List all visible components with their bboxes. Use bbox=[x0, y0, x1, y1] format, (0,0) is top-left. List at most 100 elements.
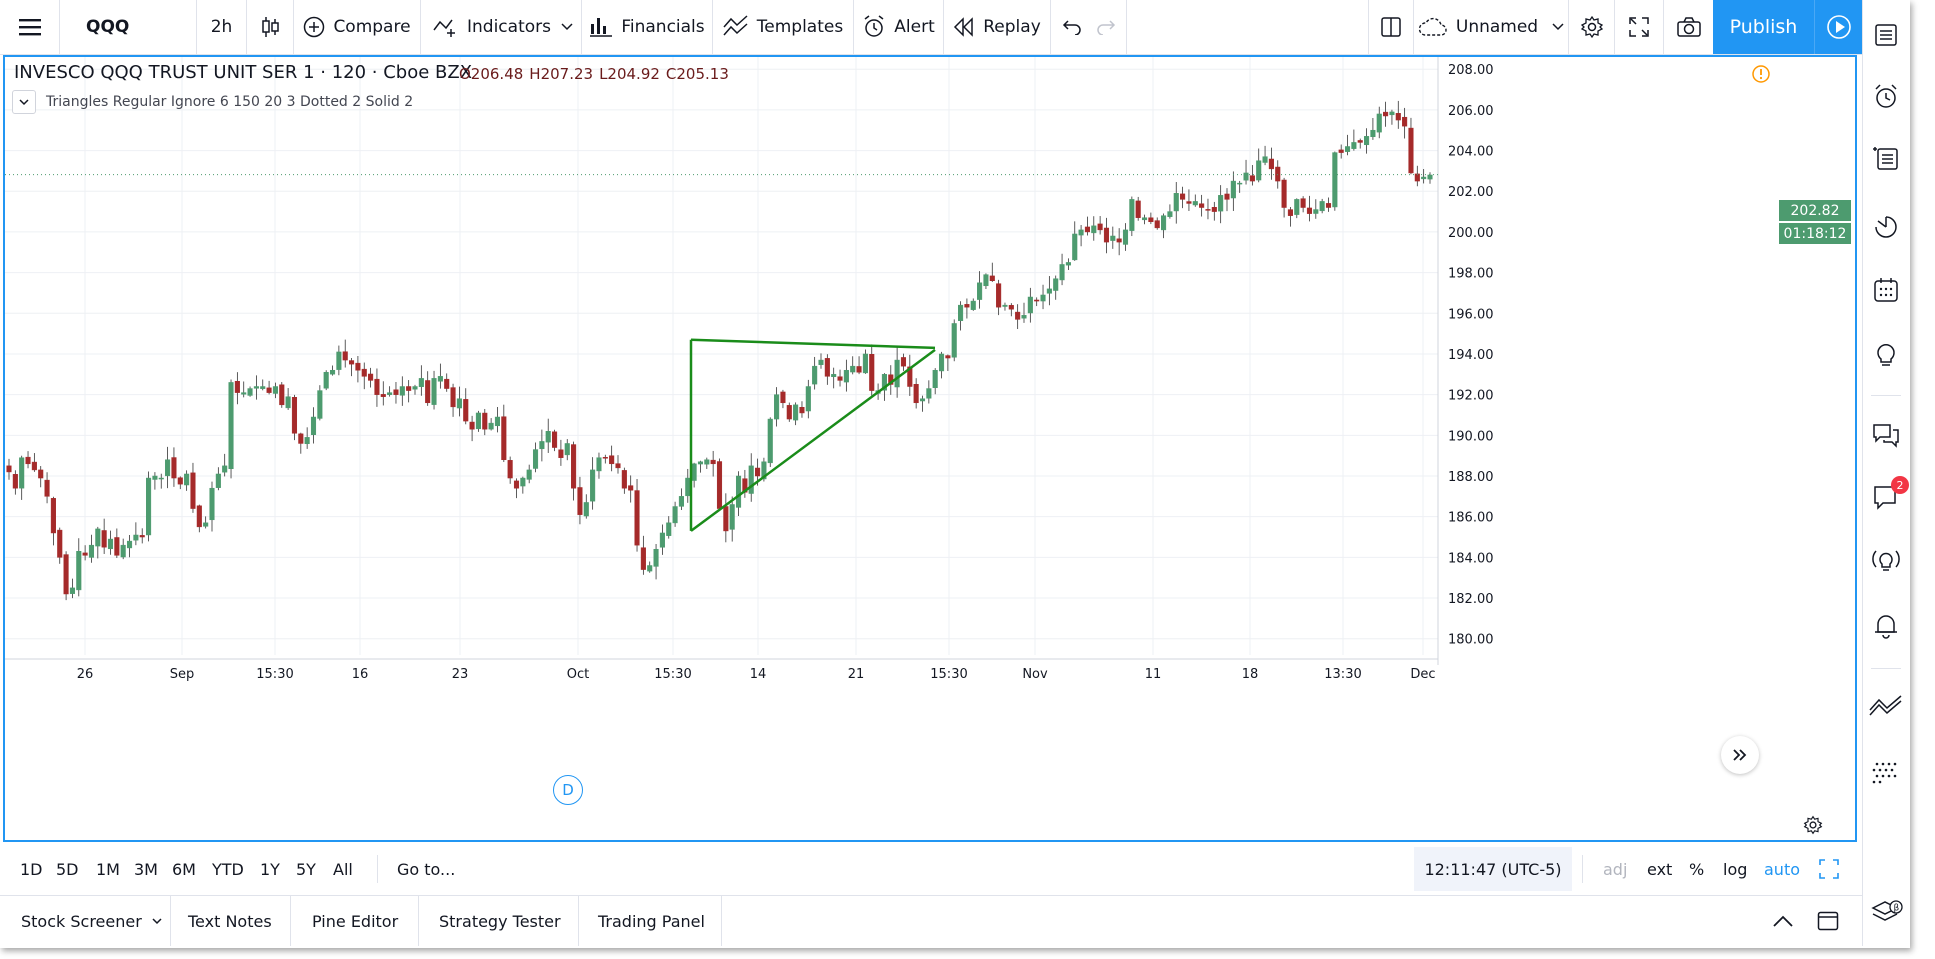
candle-body bbox=[310, 416, 317, 435]
y-tick-label: 206.00 bbox=[1448, 104, 1494, 119]
sidebar-data-window[interactable] bbox=[1863, 138, 1909, 178]
tab-stock-screener[interactable]: Stock Screener bbox=[21, 896, 162, 946]
redo-icon[interactable] bbox=[1096, 19, 1116, 35]
replay-button[interactable]: Replay bbox=[944, 0, 1051, 54]
sidebar-streams[interactable] bbox=[1863, 540, 1909, 580]
timeframe-1m[interactable]: 1M bbox=[96, 859, 120, 879]
sidebar-help[interactable]: β bbox=[1863, 893, 1909, 933]
candle-body bbox=[577, 487, 583, 515]
settings-button[interactable] bbox=[1569, 0, 1615, 54]
tab-pine-editor[interactable]: Pine Editor bbox=[312, 911, 399, 931]
candle-body bbox=[501, 416, 507, 460]
candle-body bbox=[1053, 278, 1059, 291]
snapshot-button[interactable] bbox=[1664, 0, 1713, 54]
compare-button[interactable]: Compare bbox=[294, 0, 421, 54]
clock-timezone[interactable]: 12:11:47 (UTC-5) bbox=[1414, 847, 1572, 891]
candle-body bbox=[907, 366, 913, 387]
percent-toggle[interactable]: % bbox=[1689, 859, 1705, 879]
save-layout-button[interactable]: Unnamed bbox=[1414, 0, 1569, 54]
adj-toggle[interactable]: adj bbox=[1603, 859, 1628, 879]
candle-body bbox=[69, 587, 75, 594]
candle-body bbox=[279, 384, 285, 406]
y-tick-label: 204.00 bbox=[1448, 145, 1494, 160]
candle-body bbox=[881, 374, 887, 391]
candle-body bbox=[767, 418, 773, 464]
dividend-marker[interactable]: D bbox=[553, 775, 583, 805]
sidebar-divider bbox=[1871, 395, 1901, 396]
sidebar-notifications[interactable] bbox=[1863, 605, 1909, 645]
candles bbox=[6, 100, 1433, 601]
undo-icon[interactable] bbox=[1062, 19, 1082, 35]
timeframe-6m[interactable]: 6M bbox=[172, 859, 196, 879]
sidebar-alerts[interactable] bbox=[1863, 77, 1909, 117]
y-tick-label: 196.00 bbox=[1448, 307, 1494, 322]
candle-body bbox=[520, 477, 526, 487]
candle-body bbox=[513, 480, 520, 489]
tab-text-notes[interactable]: Text Notes bbox=[188, 911, 272, 931]
candle-body bbox=[1364, 136, 1370, 146]
alert-button[interactable]: Alert bbox=[854, 0, 944, 54]
sidebar-private-chats[interactable]: 2 bbox=[1863, 476, 1909, 516]
trading-play-button[interactable] bbox=[1814, 0, 1863, 54]
x-tick-label: 15:30 bbox=[930, 667, 967, 682]
candle-body bbox=[1332, 152, 1338, 208]
timeframe-all[interactable]: All bbox=[333, 859, 353, 879]
candle-body bbox=[989, 275, 995, 281]
last-price-tag: 202.82 bbox=[1779, 200, 1851, 221]
candle-body bbox=[95, 528, 101, 547]
sidebar-dots-menu[interactable] bbox=[1863, 753, 1909, 793]
interval-button[interactable]: 2h bbox=[197, 0, 247, 54]
goto-button[interactable]: Go to... bbox=[397, 859, 456, 879]
timeframe-5d[interactable]: 5D bbox=[56, 859, 79, 879]
fit-screen-icon[interactable] bbox=[1819, 859, 1839, 879]
divider bbox=[290, 896, 291, 946]
sidebar-hotlists[interactable] bbox=[1863, 207, 1909, 247]
layout-select-button[interactable] bbox=[1368, 0, 1414, 54]
sidebar-chats[interactable] bbox=[1863, 415, 1909, 455]
symbol-search[interactable]: QQQ bbox=[60, 0, 197, 54]
y-tick-label: 194.00 bbox=[1448, 348, 1494, 363]
candle-body bbox=[209, 487, 215, 521]
candle-body bbox=[1154, 220, 1160, 229]
scroll-to-realtime-button[interactable] bbox=[1721, 736, 1759, 774]
sidebar-dom[interactable] bbox=[1863, 685, 1909, 725]
tab-trading-panel[interactable]: Trading Panel bbox=[598, 911, 705, 931]
candle-body bbox=[444, 378, 450, 389]
bell-icon bbox=[1875, 615, 1897, 639]
candle-body bbox=[1199, 203, 1205, 208]
timeframe-ytd[interactable]: YTD bbox=[212, 859, 244, 879]
tab-strategy-tester[interactable]: Strategy Tester bbox=[439, 911, 561, 931]
sidebar-calendar[interactable] bbox=[1863, 270, 1909, 310]
triangle-drawing[interactable] bbox=[689, 338, 936, 532]
timeframe-1y[interactable]: 1Y bbox=[260, 859, 280, 879]
financials-button[interactable]: Financials bbox=[582, 0, 713, 54]
templates-button[interactable]: Templates bbox=[713, 0, 854, 54]
menu-button[interactable] bbox=[0, 0, 60, 54]
ext-toggle[interactable]: ext bbox=[1647, 859, 1673, 879]
collapse-toggle[interactable] bbox=[12, 90, 36, 114]
timeframe-1d[interactable]: 1D bbox=[20, 859, 43, 879]
indicators-button[interactable]: Indicators bbox=[421, 0, 582, 54]
gear-icon[interactable] bbox=[1803, 815, 1823, 835]
timeframe-5y[interactable]: 5Y bbox=[296, 859, 316, 879]
maximize-panel-icon[interactable] bbox=[1817, 911, 1839, 931]
symbol-legend-title[interactable]: INVESCO QQQ TRUST UNIT SER 1 · 120 · Cbo… bbox=[14, 62, 473, 83]
chevron-down-icon[interactable] bbox=[561, 22, 573, 32]
chart-style-button[interactable] bbox=[247, 0, 294, 54]
candle-body bbox=[25, 456, 31, 465]
candle-body bbox=[938, 353, 945, 372]
chart-canvas[interactable]: 208.00 206.00 204.00 202.00 200.00 198.00 196.… bbox=[5, 57, 1855, 840]
indicator-label[interactable]: Triangles Regular Ignore 6 150 20 3 Dott… bbox=[46, 94, 414, 110]
timeframe-3m[interactable]: 3M bbox=[134, 859, 158, 879]
auto-toggle[interactable]: auto bbox=[1764, 859, 1801, 879]
publish-button[interactable]: Publish bbox=[1713, 0, 1814, 54]
candle-body bbox=[120, 544, 126, 558]
chevron-up-icon[interactable] bbox=[1772, 914, 1794, 928]
divider bbox=[170, 896, 171, 946]
candle-body bbox=[1161, 215, 1167, 231]
sidebar-ideas[interactable] bbox=[1863, 335, 1909, 375]
warning-icon[interactable] bbox=[1751, 64, 1771, 84]
log-toggle[interactable]: log bbox=[1723, 859, 1748, 879]
fullscreen-button[interactable] bbox=[1615, 0, 1664, 54]
sidebar-watchlist[interactable] bbox=[1863, 15, 1909, 55]
